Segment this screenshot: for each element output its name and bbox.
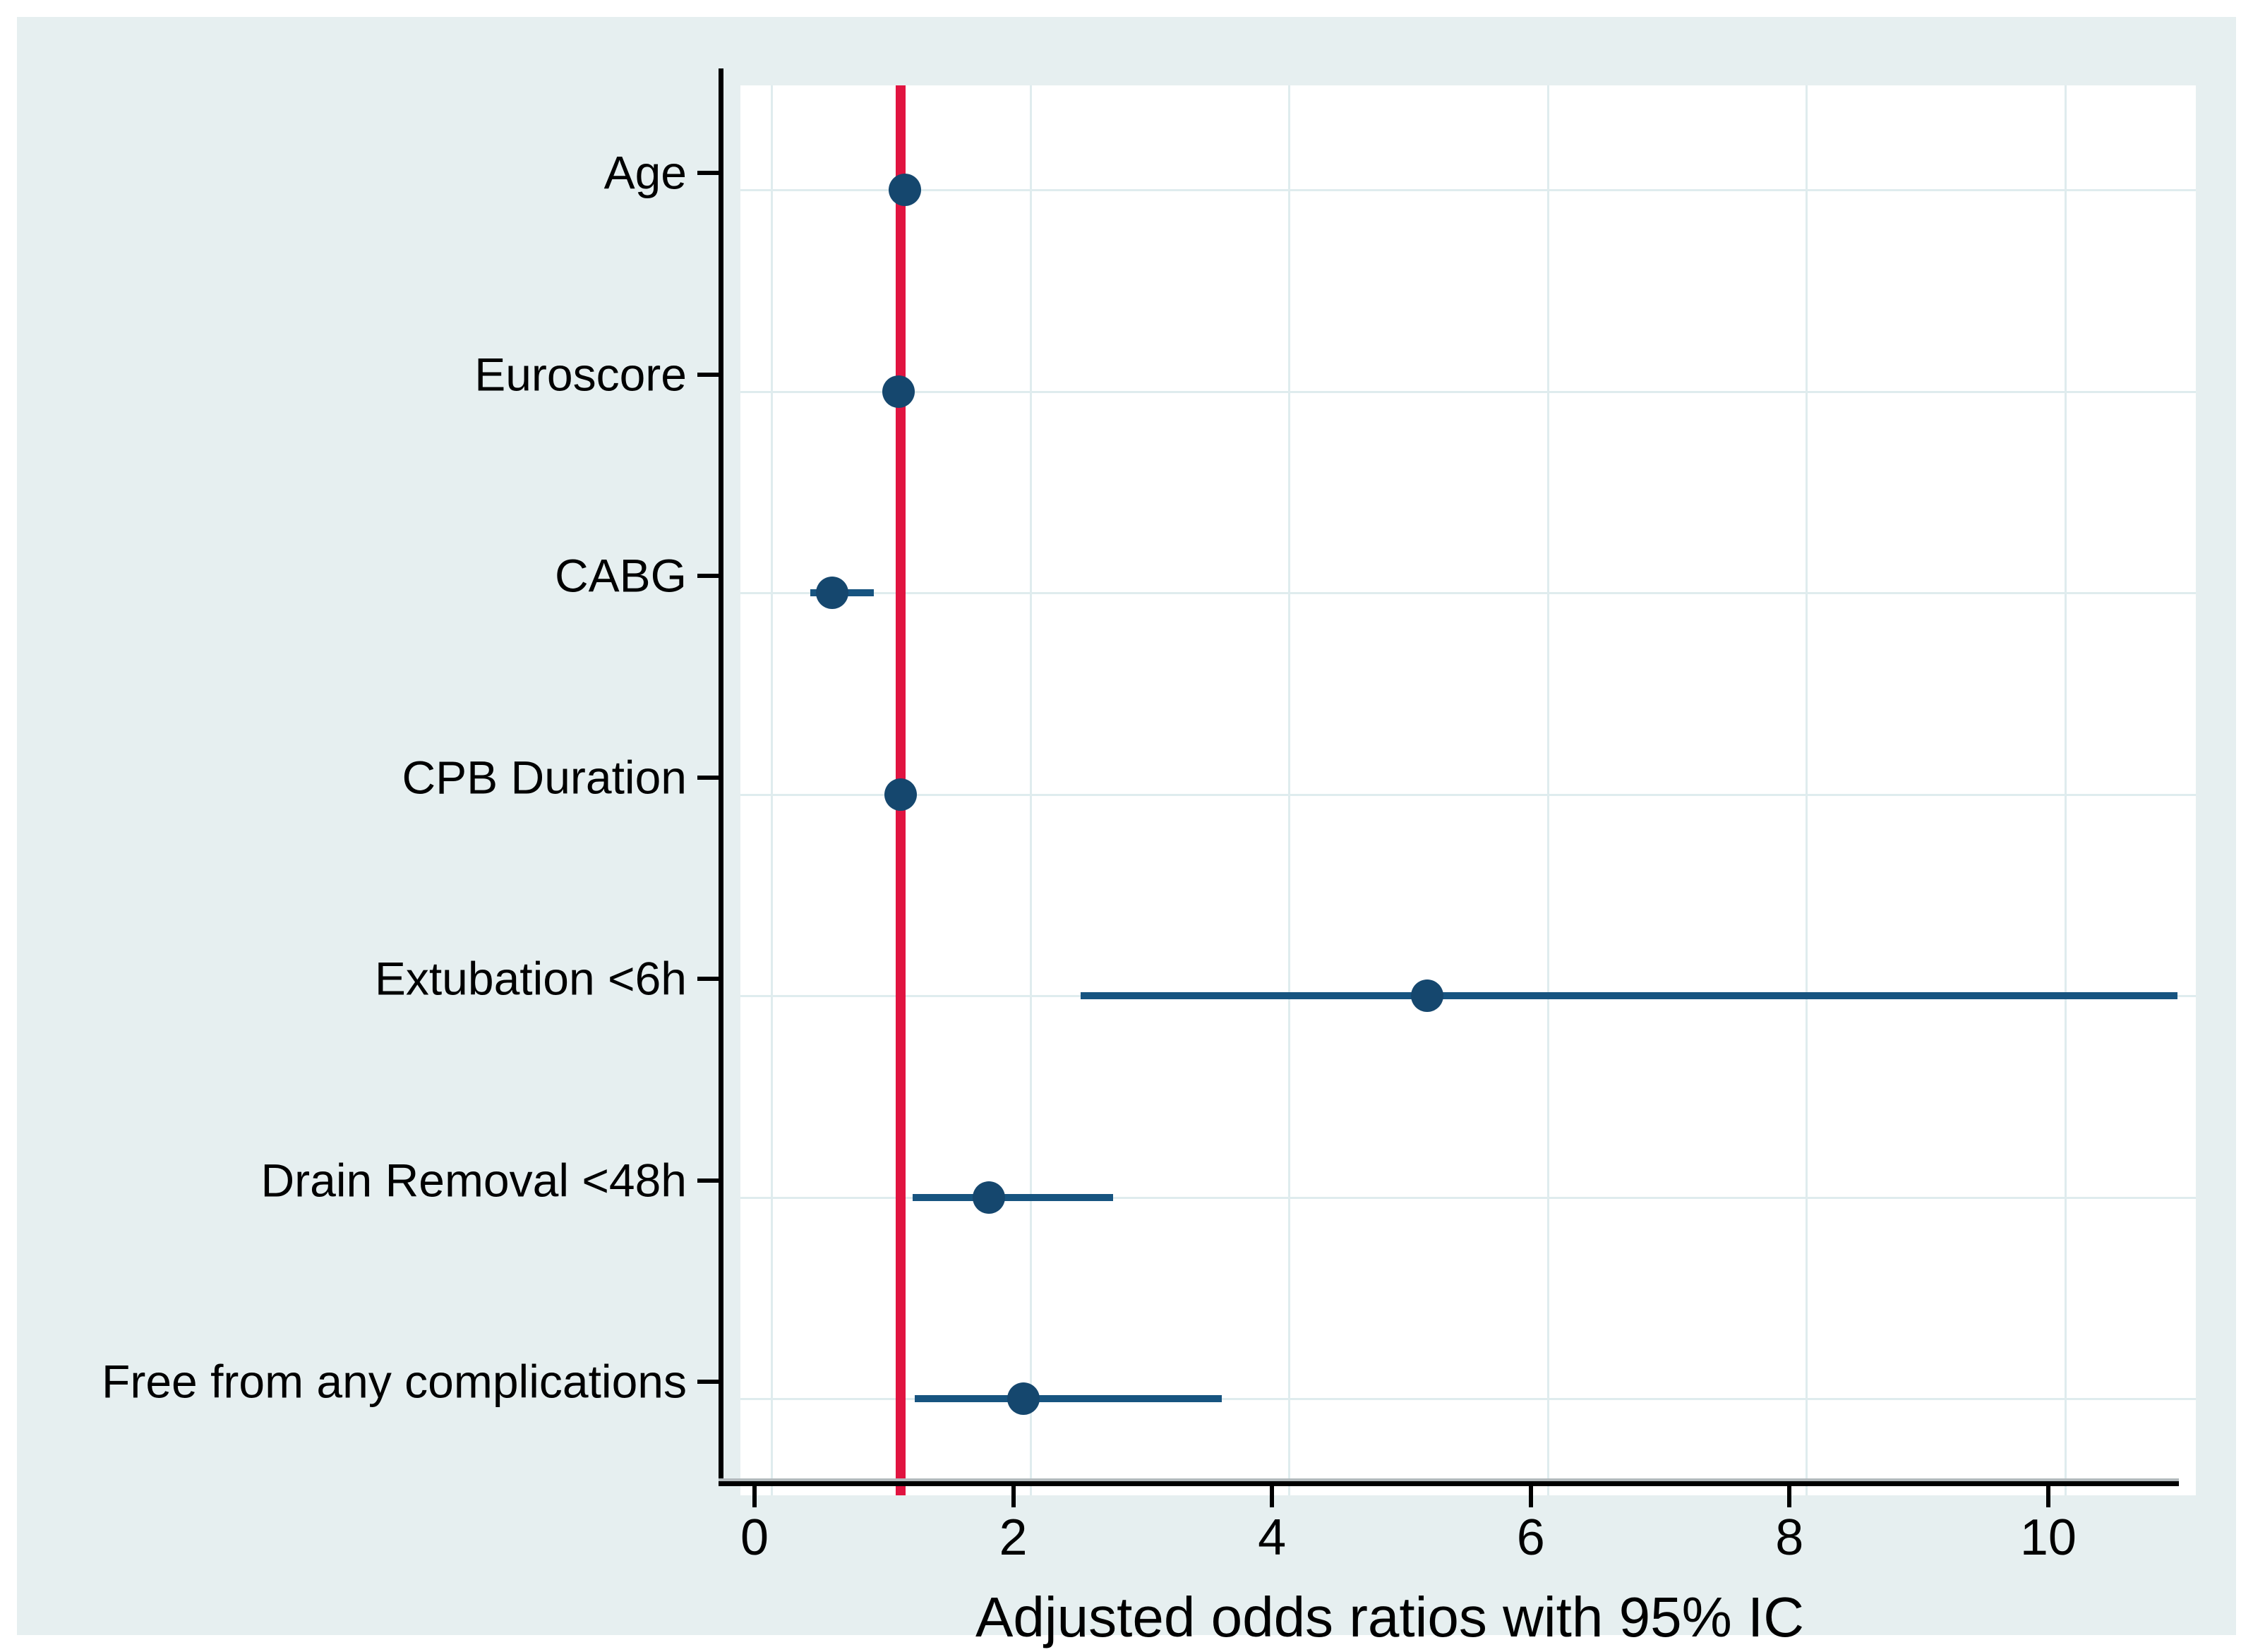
v-gridline [1288,85,1291,1495]
y-tick [697,171,719,176]
v-gridline [1806,85,1808,1495]
or-marker-dot [888,174,921,207]
h-gridline [740,189,2196,192]
h-gridline [740,592,2196,595]
y-axis-line [719,68,723,1486]
x-tick-label: 2 [999,1509,1028,1566]
y-category-label: Extubation <6h [374,952,687,1005]
y-tick [697,372,719,377]
x-tick-label: 6 [1516,1509,1545,1566]
x-tick [2045,1486,2050,1507]
x-tick [1787,1486,1792,1507]
x-axis-title: Adjusted odds ratios with 95% IC [975,1586,1804,1648]
v-gridline [2064,85,2067,1495]
x-tick-label: 8 [1775,1509,1804,1566]
v-gridline [770,85,773,1495]
y-tick [697,977,719,982]
x-tick [752,1486,757,1507]
h-gridline [740,1397,2196,1400]
x-tick-label: 0 [740,1509,769,1566]
y-tick [697,1379,719,1384]
h-gridline [740,390,2196,393]
plot-area [740,85,2196,1495]
y-tick [697,574,719,579]
x-tick [1528,1486,1533,1507]
x-axis-line [719,1481,2179,1486]
x-axis-shadow [719,1478,2179,1481]
x-tick-label: 10 [2019,1509,2077,1566]
v-gridline [1546,85,1549,1495]
or-marker-dot [816,577,849,610]
x-tick-label: 4 [1258,1509,1287,1566]
v-gridline [1029,85,1032,1495]
x-tick [1011,1486,1016,1507]
y-category-label: Drain Removal <48h [260,1154,687,1207]
y-tick [697,775,719,780]
ci-line [1081,992,2178,1000]
or-marker-dot [972,1181,1005,1214]
h-gridline [740,793,2196,796]
h-gridline [740,1196,2196,1199]
or-marker-dot [884,778,918,811]
y-category-label: Euroscore [474,348,687,401]
or-marker-dot [882,375,915,408]
y-tick [697,1178,719,1183]
y-category-label: Free from any complications [102,1355,687,1408]
ci-line [915,1394,1222,1402]
or-marker-dot [1007,1382,1040,1415]
x-tick [1270,1486,1275,1507]
y-category-label: CPB Duration [402,751,687,804]
y-category-label: Age [603,147,687,200]
figure-canvas: Adjusted odds ratios with 95% IC Age Euro… [17,17,2236,1646]
y-category-label: CABG [554,549,687,602]
ci-line [912,1193,1113,1201]
or-marker-dot [1411,979,1444,1013]
